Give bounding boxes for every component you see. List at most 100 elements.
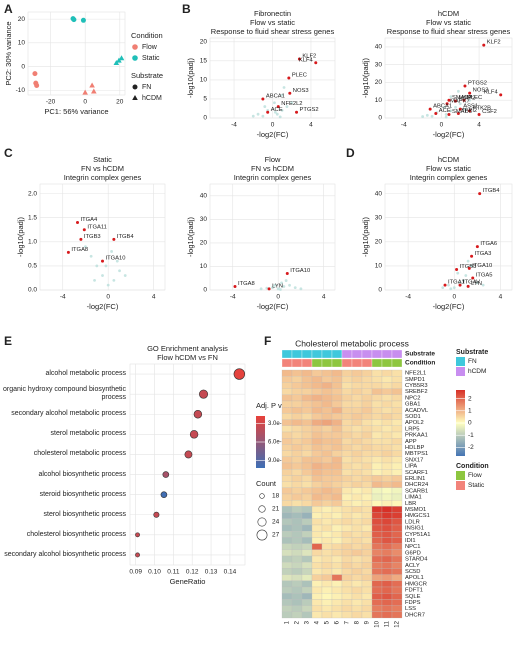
heatmap-cell <box>361 376 373 383</box>
heatmap-cell <box>391 549 403 557</box>
point <box>280 281 283 285</box>
heatmap-cell <box>331 481 343 488</box>
point <box>104 264 108 268</box>
heatmap-cell <box>281 413 293 420</box>
heatmap-cell <box>341 518 353 526</box>
heatmap-cell <box>391 419 403 426</box>
heatmap-cell <box>311 549 323 557</box>
heatmap-cell <box>321 394 333 402</box>
row-label: LSS <box>405 606 416 612</box>
heatmap-cell <box>281 493 293 501</box>
heatmap-cell <box>371 605 383 612</box>
heatmap-cell <box>361 369 373 377</box>
heatmap-cell <box>381 580 393 588</box>
heatmap-cell <box>351 487 363 495</box>
heatmap-cell <box>291 481 303 488</box>
heatmap-cell <box>311 438 323 445</box>
heatmap-cell <box>391 462 403 470</box>
row-label: APP <box>405 439 417 445</box>
chart-title: FN vs hCDM <box>81 164 124 173</box>
heatmap-cell <box>281 382 293 389</box>
gene-label: ITGA10 <box>472 263 492 269</box>
heatmap-cell <box>301 462 313 470</box>
heatmap-cell <box>351 506 363 513</box>
highlight-point <box>261 97 265 101</box>
column-label: 6 <box>335 620 341 624</box>
gene-label: ITGB4 <box>117 234 135 240</box>
heatmap-cell <box>331 512 343 519</box>
point <box>441 286 445 289</box>
heatmap-cell <box>341 400 353 408</box>
y-tick-label: alcohol metabolic process <box>45 370 126 378</box>
heatmap-cell <box>301 431 313 439</box>
heatmap-cell <box>341 549 353 557</box>
point <box>468 98 472 102</box>
heatmap-cell <box>351 611 363 619</box>
x-tick-label: -4 <box>60 294 66 301</box>
row-label: G6PD <box>405 550 421 556</box>
point <box>456 271 460 275</box>
annotation-cell <box>321 358 333 368</box>
heatmap-cell <box>341 444 353 451</box>
heatmap-cell <box>381 425 393 433</box>
heatmap-cell <box>341 481 353 488</box>
heatmap-cell <box>291 549 303 557</box>
highlight-point <box>79 237 83 241</box>
heatmap-cell <box>351 382 363 389</box>
highlight-point <box>276 105 280 109</box>
heatmap-cell <box>331 611 343 619</box>
annotation-cell <box>301 358 313 368</box>
heatmap-cell <box>301 444 313 451</box>
heatmap-cell <box>381 549 393 557</box>
heatmap-cell <box>391 407 403 414</box>
heatmap-cell <box>361 388 373 395</box>
y-tick-label: 0 <box>378 115 382 122</box>
highlight-point <box>466 284 470 288</box>
heatmap-cell <box>371 394 383 402</box>
annotation-cell <box>321 349 333 359</box>
heatmap-cell <box>381 382 393 389</box>
heatmap-cell <box>311 524 323 532</box>
heatmap-cell <box>301 593 313 600</box>
highlight-point <box>314 61 318 65</box>
heatmap-cell <box>321 413 333 420</box>
term-label-box: sterol metabolic process <box>51 430 126 437</box>
heatmap-cell <box>341 586 353 594</box>
y-tick-label: 10 <box>375 263 383 270</box>
point <box>271 286 274 290</box>
y-tick-label: sterol biosynthetic process <box>43 510 126 518</box>
heatmap-cell <box>391 586 403 594</box>
chart-title: Fibronectin <box>254 9 291 18</box>
row-label: CYP51A1 <box>405 532 430 538</box>
gene-label: LYN <box>272 283 283 289</box>
term-label-box: cholesterol biosynthetic process <box>27 531 126 538</box>
row-label: SQLE <box>405 594 421 600</box>
panel-label: C <box>4 146 13 160</box>
heatmap-cell <box>291 487 303 495</box>
heatmap-cell <box>331 462 343 470</box>
heatmap-cell <box>391 388 403 395</box>
heatmap-cell <box>331 518 343 526</box>
heatmap-cell <box>281 605 293 612</box>
column-label: 1 <box>285 620 291 624</box>
row-label: SMPD1 <box>405 377 425 383</box>
point <box>444 113 448 116</box>
heatmap-cell <box>341 611 353 619</box>
x-axis-label: -log2(FC) <box>257 130 289 139</box>
y-axis-label: -log10(padj) <box>186 57 195 98</box>
gene-label: ITGA8 <box>238 281 255 287</box>
column-label: 10 <box>375 620 381 627</box>
heatmap-cell <box>381 481 393 488</box>
column-label: 11 <box>385 620 391 627</box>
heatmap-cell <box>381 400 393 408</box>
gene-label: ABCA1 <box>433 104 452 110</box>
highlight-point <box>455 268 459 272</box>
point <box>299 287 303 291</box>
y-tick-label: 20 <box>200 240 208 247</box>
heatmap-cell <box>331 376 343 383</box>
heatmap-cell <box>391 580 403 588</box>
x-tick-label: 20 <box>116 99 124 106</box>
heatmap-cell <box>391 369 403 377</box>
point <box>95 264 99 268</box>
heatmap-cell <box>381 611 393 619</box>
